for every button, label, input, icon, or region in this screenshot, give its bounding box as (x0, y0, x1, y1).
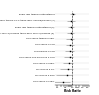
Text: Every day topical corticosteroid (2): Every day topical corticosteroid (2) (15, 26, 55, 28)
Text: Tacrolimus 0.03%: Tacrolimus 0.03% (35, 75, 55, 76)
Text: Ciclosporin topical 0.05%: Ciclosporin topical 0.05% (26, 38, 55, 39)
Text: Tacrolimus 0.1%: Tacrolimus 0.1% (36, 69, 55, 70)
Text: Ciclosporin 0.005%: Ciclosporin 0.005% (33, 81, 55, 82)
Text: Cyclosporin topical 0.1% twice daily vehicle/placebo (2): Cyclosporin topical 0.1% twice daily veh… (0, 20, 55, 21)
Text: Ciclosporin oral emulsion 0.05%: Ciclosporin oral emulsion 0.05% (19, 57, 55, 58)
Text: Every day topical corticosteroid: Every day topical corticosteroid (19, 14, 55, 15)
X-axis label: Risk Ratio: Risk Ratio (64, 89, 80, 93)
Text: Ciclosporin 0.05%: Ciclosporin 0.05% (35, 44, 55, 45)
Text: Ciclosporin 0.025%: Ciclosporin 0.025% (33, 63, 55, 64)
Text: Once daily vehicle/placebo twice daily vehicle/placebo (2): Once daily vehicle/placebo twice daily v… (0, 32, 55, 34)
